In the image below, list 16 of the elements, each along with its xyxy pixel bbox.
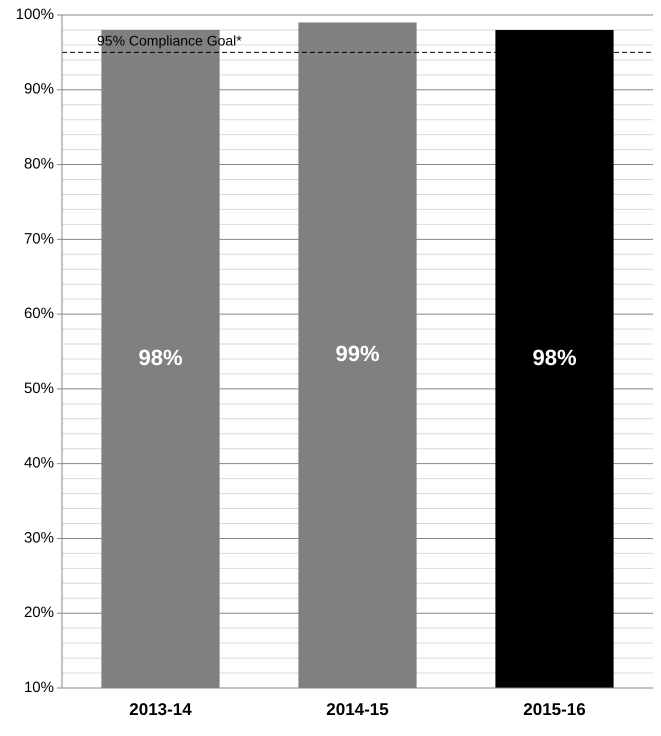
y-tick-label: 30% (24, 529, 54, 546)
y-tick-label: 90% (24, 80, 54, 98)
y-tick-label: 40% (24, 454, 54, 472)
data-label: 99% (335, 341, 380, 366)
y-tick-label: 100% (16, 6, 54, 23)
x-tick-label: 2013-14 (129, 700, 192, 719)
x-tick-label: 2014-15 (326, 700, 389, 719)
y-tick-label: 50% (24, 380, 54, 397)
y-tick-label: 80% (24, 156, 54, 173)
y-tick-label: 70% (24, 230, 54, 248)
data-label: 98% (532, 344, 577, 370)
y-tick-label: 10% (24, 678, 54, 696)
x-tick-label: 2015-16 (523, 700, 586, 719)
data-label: 98% (138, 344, 183, 370)
y-tick-label: 20% (24, 604, 54, 622)
y-tick-label: 60% (24, 305, 54, 322)
